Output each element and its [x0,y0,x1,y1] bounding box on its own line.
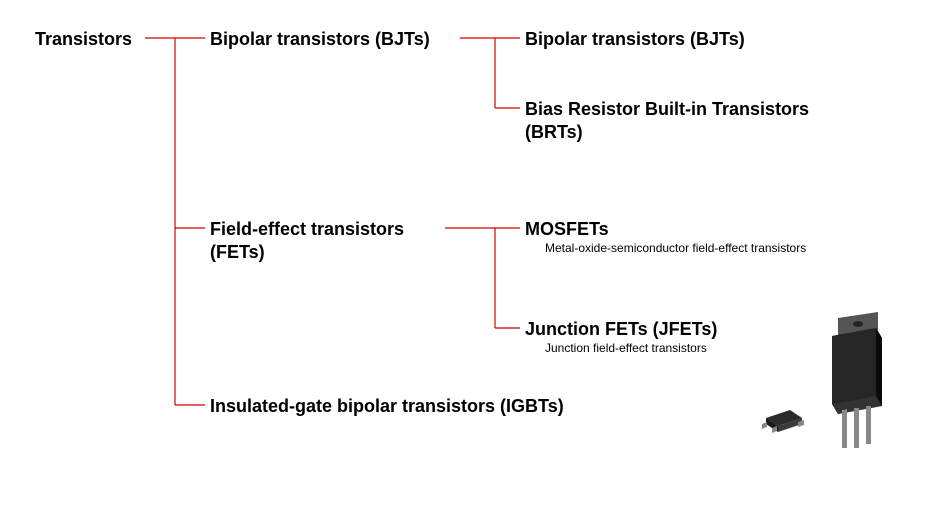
bjt-leaf-label: Bipolar transistors (BJTs) [525,28,745,51]
node-mosfet: MOSFETs Metal-oxide-semiconductor field-… [525,218,806,256]
fet-label: Field-effect transistors [210,218,404,241]
brt-label2: (BRTs) [525,121,809,144]
jfet-sub: Junction field-effect transistors [545,341,717,355]
igbt-label: Insulated-gate bipolar transistors (IGBT… [210,395,564,418]
node-fet: Field-effect transistors (FETs) [210,218,404,265]
jfet-label: Junction FETs (JFETs) [525,318,717,341]
node-jfet: Junction FETs (JFETs) Junction field-eff… [525,318,717,356]
bjt-label: Bipolar transistors (BJTs) [210,28,430,51]
node-bjt-leaf: Bipolar transistors (BJTs) [525,28,745,51]
node-bjt: Bipolar transistors (BJTs) [210,28,430,51]
fet-label2: (FETs) [210,241,404,264]
root-label: Transistors [35,28,132,51]
node-root: Transistors [35,28,132,51]
brt-label: Bias Resistor Built-in Transistors [525,98,809,121]
node-brt: Bias Resistor Built-in Transistors (BRTs… [525,98,809,145]
node-igbt: Insulated-gate bipolar transistors (IGBT… [210,395,564,418]
large-transistor-icon [820,310,895,455]
connector-lines [0,0,929,523]
mosfet-label: MOSFETs [525,218,806,241]
small-transistor-icon [758,400,813,440]
mosfet-sub: Metal-oxide-semiconductor field-effect t… [545,241,806,255]
